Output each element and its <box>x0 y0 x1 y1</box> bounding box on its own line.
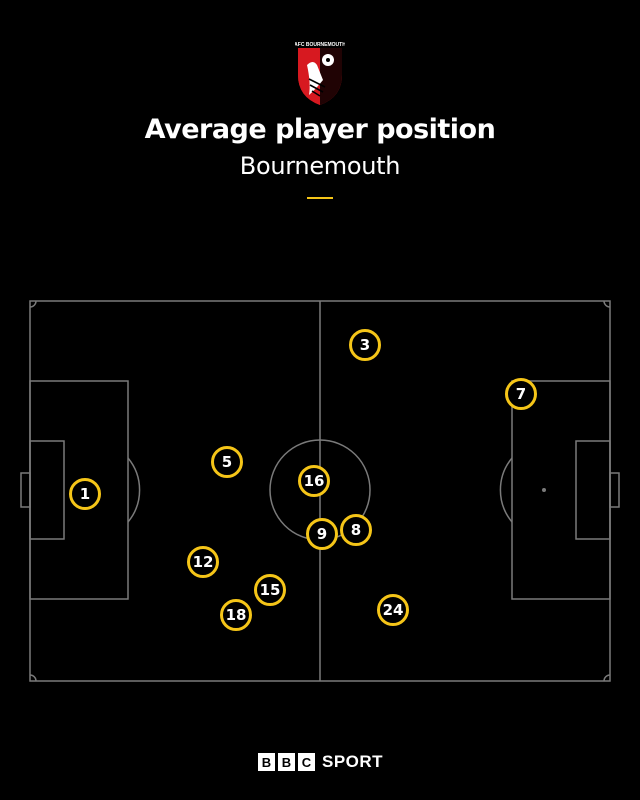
sport-wordmark: SPORT <box>322 752 384 771</box>
afc-bournemouth-crest: AFC BOURNEMOUTH <box>295 39 345 105</box>
player-marker-9: 9 <box>306 518 338 550</box>
player-marker-15: 15 <box>254 574 286 606</box>
left-goal <box>20 472 31 508</box>
player-marker-7: 7 <box>505 378 537 410</box>
right-six-yard-box <box>575 440 611 540</box>
bbc-letter-b1: B <box>258 753 275 771</box>
player-marker-16: 16 <box>298 465 330 497</box>
player-marker-24: 24 <box>377 594 409 626</box>
bbc-letter-b2: B <box>278 753 295 771</box>
bbc-sport-logo: B B C SPORT <box>258 752 383 772</box>
svg-text:AFC BOURNEMOUTH: AFC BOURNEMOUTH <box>295 42 345 48</box>
corner-arc-top-left <box>29 300 37 308</box>
player-marker-8: 8 <box>340 514 372 546</box>
corner-arc-bottom-left <box>29 674 37 682</box>
corner-arc-bottom-right <box>603 674 611 682</box>
player-marker-12: 12 <box>187 546 219 578</box>
right-goal <box>609 472 620 508</box>
left-six-yard-box <box>29 440 65 540</box>
corner-arc-top-right <box>603 300 611 308</box>
left-penalty-arc <box>127 457 141 523</box>
player-marker-5: 5 <box>211 446 243 478</box>
right-penalty-spot <box>542 488 546 492</box>
bbc-letter-c: C <box>298 753 315 771</box>
page-title: Average player position <box>144 114 496 145</box>
right-penalty-arc <box>499 457 513 523</box>
player-marker-18: 18 <box>220 599 252 631</box>
player-marker-3: 3 <box>349 329 381 361</box>
player-marker-1: 1 <box>69 478 101 510</box>
team-name: Bournemouth <box>239 152 401 180</box>
title-divider <box>307 197 333 199</box>
right-penalty-area <box>511 380 611 600</box>
